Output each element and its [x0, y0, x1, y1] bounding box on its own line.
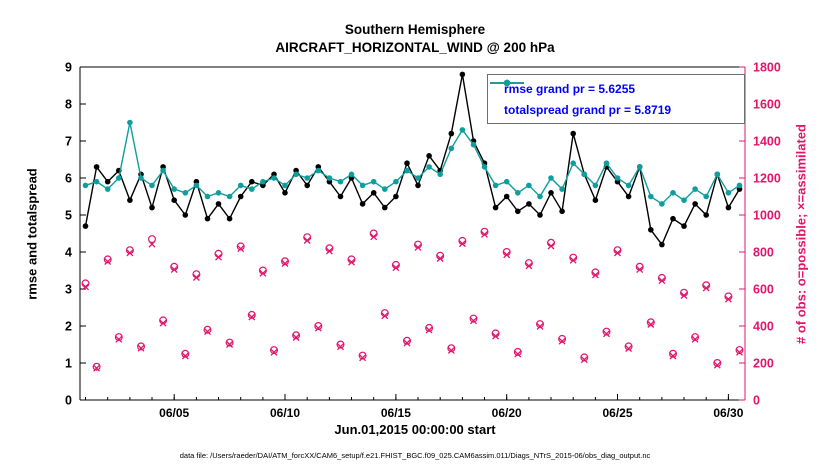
- svg-text:5: 5: [65, 209, 72, 223]
- svg-text:0: 0: [753, 394, 760, 408]
- chart-title-line2: AIRCRAFT_HORIZONTAL_WIND @ 200 hPa: [275, 40, 555, 55]
- svg-text:06/15: 06/15: [381, 406, 411, 420]
- right-axis-label: # of obs: o=possible; ×=assimilated: [793, 124, 809, 344]
- svg-text:2: 2: [65, 320, 72, 334]
- svg-text:06/05: 06/05: [159, 406, 189, 420]
- data-file-caption: data file: /Users/raeder/DAI/ATM_forcXX/…: [179, 451, 651, 460]
- svg-text:06/25: 06/25: [602, 406, 632, 420]
- chart-title-line1: Southern Hemisphere: [344, 22, 486, 37]
- svg-text:200: 200: [753, 357, 774, 371]
- svg-text:1400: 1400: [753, 135, 781, 149]
- svg-text:06/30: 06/30: [713, 406, 743, 420]
- legend-item-totalspread: totalspread grand pr = 5.8719: [488, 79, 744, 120]
- legend-label-totalspread: totalspread grand pr = 5.8719: [504, 102, 672, 117]
- legend: rmse grand pr = 5.6255 totalspread grand…: [487, 74, 745, 124]
- svg-text:7: 7: [65, 135, 72, 149]
- x-axis-label: Jun.01,2015 00:00:00 start: [334, 422, 496, 437]
- svg-text:400: 400: [753, 320, 774, 334]
- svg-text:1800: 1800: [753, 61, 781, 75]
- legend-label-rmse: rmse grand pr = 5.6255: [504, 81, 636, 96]
- left-axis-label: rmse and totalspread: [24, 168, 40, 300]
- svg-text:600: 600: [753, 283, 774, 297]
- svg-text:06/20: 06/20: [492, 406, 522, 420]
- svg-text:800: 800: [753, 246, 774, 260]
- svg-text:9: 9: [65, 61, 72, 75]
- svg-text:1200: 1200: [753, 172, 781, 186]
- svg-text:4: 4: [65, 246, 72, 260]
- svg-text:3: 3: [65, 283, 72, 297]
- legend-line-sample-totalspread: [490, 79, 524, 87]
- legend-item-rmse: rmse grand pr = 5.6255: [488, 78, 744, 99]
- svg-text:8: 8: [65, 98, 72, 112]
- svg-text:1000: 1000: [753, 209, 781, 223]
- svg-text:0: 0: [65, 394, 72, 408]
- svg-text:06/10: 06/10: [270, 406, 300, 420]
- svg-text:1: 1: [65, 357, 72, 371]
- svg-text:6: 6: [65, 172, 72, 186]
- svg-text:1600: 1600: [753, 98, 781, 112]
